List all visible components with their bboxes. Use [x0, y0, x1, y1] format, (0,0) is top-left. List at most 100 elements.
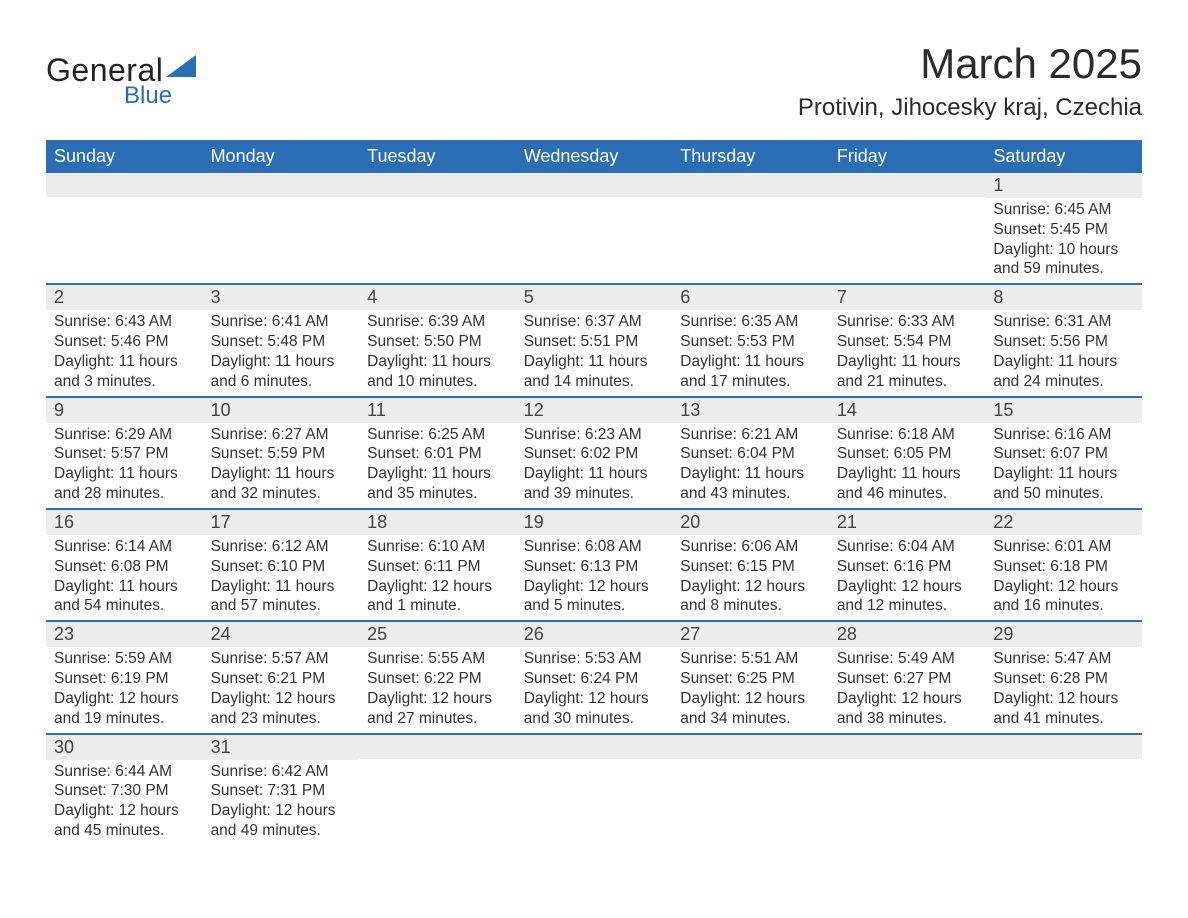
day-daylight2: and 21 minutes. [837, 372, 978, 392]
calendar-empty-cell [985, 734, 1142, 845]
day-sunrise: Sunrise: 5:47 AM [993, 649, 1134, 669]
day-sunrise: Sunrise: 6:39 AM [367, 312, 508, 332]
day-number: 5 [516, 285, 673, 310]
day-sunset: Sunset: 6:08 PM [54, 557, 195, 577]
day-details: Sunrise: 5:49 AMSunset: 6:27 PMDaylight:… [829, 647, 986, 732]
day-daylight1: Daylight: 12 hours [524, 577, 665, 597]
day-sunrise: Sunrise: 6:42 AM [211, 762, 352, 782]
day-number: 13 [672, 398, 829, 423]
day-details: Sunrise: 6:29 AMSunset: 5:57 PMDaylight:… [46, 423, 203, 508]
page-title: March 2025 [798, 40, 1142, 88]
calendar-day-cell: 4Sunrise: 6:39 AMSunset: 5:50 PMDaylight… [359, 284, 516, 396]
day-details: Sunrise: 6:14 AMSunset: 6:08 PMDaylight:… [46, 535, 203, 620]
day-sunset: Sunset: 6:21 PM [211, 669, 352, 689]
day-daylight2: and 45 minutes. [54, 821, 195, 841]
day-sunset: Sunset: 5:53 PM [680, 332, 821, 352]
day-details: Sunrise: 6:35 AMSunset: 5:53 PMDaylight:… [672, 310, 829, 395]
day-sunset: Sunset: 6:28 PM [993, 669, 1134, 689]
day-details: Sunrise: 6:25 AMSunset: 6:01 PMDaylight:… [359, 423, 516, 508]
weekday-header: Monday [203, 140, 360, 173]
day-sunrise: Sunrise: 6:35 AM [680, 312, 821, 332]
calendar-day-cell: 18Sunrise: 6:10 AMSunset: 6:11 PMDayligh… [359, 509, 516, 621]
day-number: 28 [829, 622, 986, 647]
day-sunset: Sunset: 5:50 PM [367, 332, 508, 352]
day-daylight2: and 50 minutes. [993, 484, 1134, 504]
calendar-day-cell: 29Sunrise: 5:47 AMSunset: 6:28 PMDayligh… [985, 621, 1142, 733]
location-subtitle: Protivin, Jihocesky kraj, Czechia [798, 94, 1142, 122]
calendar-day-cell: 5Sunrise: 6:37 AMSunset: 5:51 PMDaylight… [516, 284, 673, 396]
day-number: 29 [985, 622, 1142, 647]
calendar-day-cell: 27Sunrise: 5:51 AMSunset: 6:25 PMDayligh… [672, 621, 829, 733]
day-sunrise: Sunrise: 6:23 AM [524, 425, 665, 445]
calendar-day-cell: 23Sunrise: 5:59 AMSunset: 6:19 PMDayligh… [46, 621, 203, 733]
day-daylight2: and 12 minutes. [837, 596, 978, 616]
brand-triangle-icon [166, 55, 196, 82]
brand-text-blue: Blue [124, 84, 196, 108]
day-sunset: Sunset: 5:56 PM [993, 332, 1134, 352]
day-sunset: Sunset: 7:30 PM [54, 781, 195, 801]
day-number: 12 [516, 398, 673, 423]
day-number: 26 [516, 622, 673, 647]
calendar-week-row: 30Sunrise: 6:44 AMSunset: 7:30 PMDayligh… [46, 734, 1142, 845]
day-sunrise: Sunrise: 5:55 AM [367, 649, 508, 669]
day-daylight2: and 54 minutes. [54, 596, 195, 616]
calendar-day-cell: 12Sunrise: 6:23 AMSunset: 6:02 PMDayligh… [516, 397, 673, 509]
weekday-header: Sunday [46, 140, 203, 173]
calendar-day-cell: 3Sunrise: 6:41 AMSunset: 5:48 PMDaylight… [203, 284, 360, 396]
day-sunset: Sunset: 6:25 PM [680, 669, 821, 689]
day-details: Sunrise: 6:08 AMSunset: 6:13 PMDaylight:… [516, 535, 673, 620]
day-details: Sunrise: 6:37 AMSunset: 5:51 PMDaylight:… [516, 310, 673, 395]
weekday-header: Tuesday [359, 140, 516, 173]
calendar-day-cell: 31Sunrise: 6:42 AMSunset: 7:31 PMDayligh… [203, 734, 360, 845]
day-details: Sunrise: 6:18 AMSunset: 6:05 PMDaylight:… [829, 423, 986, 508]
day-daylight2: and 41 minutes. [993, 709, 1134, 729]
day-daylight1: Daylight: 12 hours [993, 689, 1134, 709]
day-sunset: Sunset: 6:07 PM [993, 444, 1134, 464]
day-daylight1: Daylight: 10 hours [993, 240, 1134, 260]
day-number: 31 [203, 735, 360, 760]
weekday-header: Saturday [985, 140, 1142, 173]
day-details: Sunrise: 6:39 AMSunset: 5:50 PMDaylight:… [359, 310, 516, 395]
day-sunset: Sunset: 5:48 PM [211, 332, 352, 352]
weekday-header: Friday [829, 140, 986, 173]
day-number: 2 [46, 285, 203, 310]
calendar-day-cell: 13Sunrise: 6:21 AMSunset: 6:04 PMDayligh… [672, 397, 829, 509]
day-details: Sunrise: 6:43 AMSunset: 5:46 PMDaylight:… [46, 310, 203, 395]
day-sunset: Sunset: 6:18 PM [993, 557, 1134, 577]
day-daylight2: and 57 minutes. [211, 596, 352, 616]
calendar-week-row: 16Sunrise: 6:14 AMSunset: 6:08 PMDayligh… [46, 509, 1142, 621]
day-sunset: Sunset: 5:59 PM [211, 444, 352, 464]
day-daylight1: Daylight: 12 hours [837, 689, 978, 709]
day-details: Sunrise: 6:44 AMSunset: 7:30 PMDaylight:… [46, 760, 203, 845]
day-daylight2: and 16 minutes. [993, 596, 1134, 616]
day-sunrise: Sunrise: 6:43 AM [54, 312, 195, 332]
day-sunset: Sunset: 6:05 PM [837, 444, 978, 464]
calendar-week-row: 23Sunrise: 5:59 AMSunset: 6:19 PMDayligh… [46, 621, 1142, 733]
day-details: Sunrise: 5:53 AMSunset: 6:24 PMDaylight:… [516, 647, 673, 732]
day-daylight1: Daylight: 11 hours [54, 577, 195, 597]
day-sunrise: Sunrise: 6:08 AM [524, 537, 665, 557]
day-sunrise: Sunrise: 6:12 AM [211, 537, 352, 557]
day-number: 27 [672, 622, 829, 647]
calendar-day-cell: 6Sunrise: 6:35 AMSunset: 5:53 PMDaylight… [672, 284, 829, 396]
day-daylight1: Daylight: 12 hours [837, 577, 978, 597]
calendar-week-row: 9Sunrise: 6:29 AMSunset: 5:57 PMDaylight… [46, 397, 1142, 509]
day-sunrise: Sunrise: 6:31 AM [993, 312, 1134, 332]
day-sunrise: Sunrise: 6:41 AM [211, 312, 352, 332]
calendar-body: 1Sunrise: 6:45 AMSunset: 5:45 PMDaylight… [46, 173, 1142, 845]
calendar-day-cell: 25Sunrise: 5:55 AMSunset: 6:22 PMDayligh… [359, 621, 516, 733]
day-sunset: Sunset: 6:19 PM [54, 669, 195, 689]
day-daylight2: and 34 minutes. [680, 709, 821, 729]
day-sunrise: Sunrise: 6:27 AM [211, 425, 352, 445]
day-daylight2: and 46 minutes. [837, 484, 978, 504]
day-number: 4 [359, 285, 516, 310]
day-sunset: Sunset: 6:02 PM [524, 444, 665, 464]
day-sunrise: Sunrise: 6:18 AM [837, 425, 978, 445]
day-details: Sunrise: 6:42 AMSunset: 7:31 PMDaylight:… [203, 760, 360, 845]
day-sunset: Sunset: 6:11 PM [367, 557, 508, 577]
calendar-header-row: SundayMondayTuesdayWednesdayThursdayFrid… [46, 140, 1142, 173]
day-sunrise: Sunrise: 5:53 AM [524, 649, 665, 669]
day-sunrise: Sunrise: 6:14 AM [54, 537, 195, 557]
day-sunrise: Sunrise: 6:33 AM [837, 312, 978, 332]
title-block: March 2025 Protivin, Jihocesky kraj, Cze… [798, 40, 1142, 122]
